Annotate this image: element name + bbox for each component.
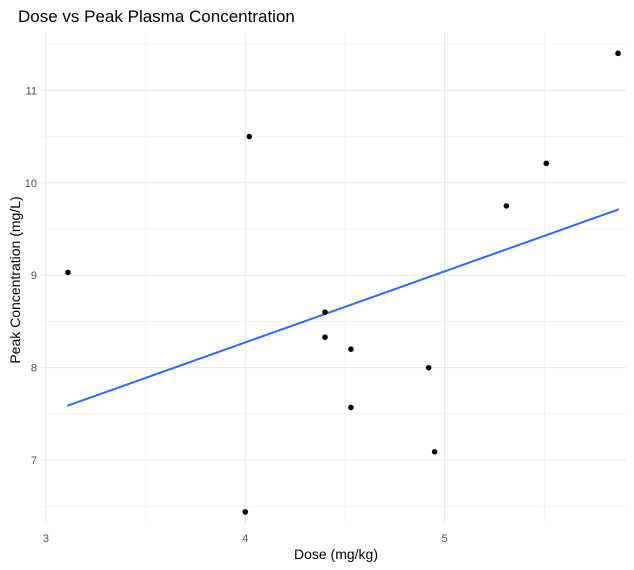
y-axis-title: Peak Concentration (mg/L) <box>7 196 23 363</box>
trend-line-layer <box>66 208 620 407</box>
data-point-8 <box>431 449 438 455</box>
minor-gridlines <box>42 33 626 523</box>
y-tick-label-0: 7 <box>31 455 37 467</box>
chart-title: Dose vs Peak Plasma Concentration <box>18 7 295 26</box>
y-tick-label-4: 11 <box>26 85 37 97</box>
major-gridlines <box>42 33 626 523</box>
data-point-1 <box>242 509 249 515</box>
data-point-4 <box>322 334 328 340</box>
y-axis-ticks: 7 8 9 10 11 <box>25 85 37 467</box>
trend-line <box>66 208 620 407</box>
x-tick-label-2: 5 <box>442 533 448 545</box>
x-axis-title: Dose (mg/kg) <box>294 546 378 562</box>
data-point-9 <box>503 203 510 209</box>
data-point-6 <box>348 404 354 411</box>
data-point-0 <box>65 269 71 276</box>
data-point-5 <box>348 346 354 352</box>
x-axis-ticks: 3 4 5 <box>43 533 448 545</box>
data-points <box>65 50 621 515</box>
data-point-7 <box>425 364 432 371</box>
y-tick-label-1: 8 <box>31 363 37 375</box>
x-tick-label-0: 3 <box>43 533 49 545</box>
data-point-3 <box>322 309 328 316</box>
y-tick-label-2: 9 <box>31 270 37 282</box>
x-tick-label-1: 4 <box>242 533 248 545</box>
data-point-2 <box>246 133 253 140</box>
data-point-11 <box>615 50 621 57</box>
data-point-10 <box>543 160 550 167</box>
y-tick-label-3: 10 <box>25 178 37 190</box>
